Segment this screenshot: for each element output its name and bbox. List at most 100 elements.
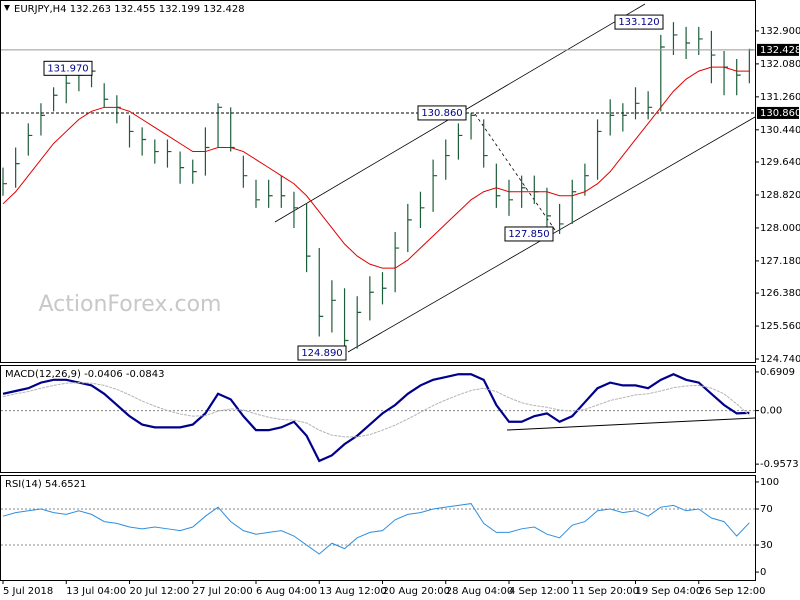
ohlc-bar	[53, 87, 58, 112]
ohlc-bar	[445, 139, 450, 180]
y-tick-label: 131.260	[760, 92, 800, 103]
ohlc-bar	[154, 139, 159, 164]
ohlc-bar	[407, 203, 412, 253]
macd-trendline	[506, 417, 756, 431]
ohlc-bar	[470, 112, 476, 140]
ohlc-bar	[559, 203, 564, 234]
x-tick-label: 20 Jul 12:00	[130, 586, 190, 597]
ohlc-bar	[432, 159, 438, 212]
annotation-label: 133.120	[618, 17, 659, 28]
ohlc-bar	[166, 139, 172, 168]
x-tick-label: 13 Jul 04:00	[66, 586, 126, 597]
macd-title: MACD(12,26,9) -0.0406 -0.0843	[5, 369, 165, 380]
ohlc-bar	[571, 179, 577, 224]
x-tick-label: 27 Jul 20:00	[193, 586, 253, 597]
ohlc-bar	[40, 103, 45, 136]
y-tick-label: 30	[760, 540, 773, 551]
ohlc-bar	[483, 119, 488, 168]
ohlc-bar	[192, 159, 197, 184]
macd-panel	[0, 365, 756, 473]
ohlc-bar	[622, 103, 627, 132]
y-tick-label: 132.900	[760, 26, 800, 37]
price-tag	[757, 106, 799, 119]
y-tick-label: 0.6909	[760, 367, 795, 378]
annotation-label: 131.970	[47, 63, 88, 74]
rsi-panel	[0, 475, 756, 581]
ohlc-bar	[457, 123, 463, 160]
ohlc-bar	[596, 119, 602, 180]
ohlc-bar	[394, 231, 400, 293]
chart-title: EURJPY,H4 132.263 132.455 132.199 132.42…	[14, 4, 245, 15]
y-tick-label: 0.00	[760, 406, 782, 417]
annotation-box	[614, 14, 664, 30]
ohlc-bar	[647, 91, 653, 120]
series-line	[2, 66, 750, 269]
ohlc-bar	[255, 179, 260, 208]
y-tick-label: 125.560	[760, 321, 800, 332]
x-tick-label: 5 Jul 2018	[3, 586, 53, 597]
x-tick-label: 11 Sep 20:00	[572, 586, 639, 597]
y-tick-label: 70	[760, 504, 773, 515]
ohlc-bar	[634, 87, 640, 120]
ohlc-bar	[546, 187, 551, 228]
y-tick-label: 126.380	[760, 288, 800, 299]
annotation-label: 124.890	[301, 348, 342, 359]
annotation-box	[417, 105, 467, 121]
ohlc-bar	[685, 26, 691, 60]
ohlc-bar	[103, 83, 109, 108]
ohlc-bar	[65, 75, 71, 104]
ohlc-bar	[736, 59, 741, 96]
price-panel	[0, 0, 756, 363]
ohlc-bar	[381, 272, 387, 305]
ohlc-bar	[306, 203, 311, 273]
ohlc-bar	[710, 30, 716, 84]
ohlc-bar	[369, 276, 374, 321]
annotation-box	[297, 345, 347, 361]
x-tick-label: 26 Sep 12:00	[699, 586, 766, 597]
x-tick-label: 4 Sep 12:00	[509, 586, 569, 597]
ohlc-bar	[584, 163, 589, 196]
series-line	[2, 503, 750, 555]
ohlc-bar	[179, 151, 185, 184]
ohlc-bar	[293, 191, 298, 228]
ohlc-bar	[343, 288, 349, 353]
price-tag-label: 130.860	[760, 108, 800, 119]
annotation-label: 130.860	[421, 108, 462, 119]
series-line	[2, 382, 750, 438]
y-tick-label: 128.000	[760, 223, 800, 234]
ohlc-bar	[242, 155, 248, 188]
ohlc-bar	[280, 175, 286, 208]
ohlc-bar	[141, 127, 147, 156]
title-icon	[4, 5, 10, 11]
y-tick-label: 0	[760, 567, 766, 578]
x-tick-label: 20 Aug 20:00	[383, 586, 450, 597]
ohlc-bar	[15, 147, 20, 188]
ohlc-bar	[609, 99, 615, 136]
ohlc-bar	[2, 167, 7, 196]
ohlc-bar	[128, 115, 134, 148]
price-tag-label: 132.428	[760, 45, 800, 56]
price-tag	[757, 43, 799, 56]
x-tick-label: 6 Aug 04:00	[256, 586, 317, 597]
rsi-title: RSI(14) 54.6521	[5, 479, 86, 490]
x-tick-label: 19 Sep 04:00	[636, 586, 703, 597]
ohlc-bar	[660, 34, 665, 112]
ohlc-bar	[331, 280, 336, 333]
ohlc-bar	[356, 296, 362, 349]
ohlc-bar	[508, 179, 513, 216]
ohlc-bar	[419, 191, 425, 228]
series-line	[2, 373, 750, 463]
annotation-box	[43, 60, 93, 76]
y-tick-label: 124.740	[760, 354, 800, 365]
y-tick-label: 130.440	[760, 125, 800, 136]
y-tick-label: 129.640	[760, 157, 800, 168]
x-tick-label: 13 Aug 12:00	[319, 586, 386, 597]
y-tick-label: 128.820	[760, 190, 800, 201]
annotation-label: 127.850	[508, 229, 549, 240]
ohlc-bar	[495, 163, 501, 208]
ohlc-bar	[217, 103, 223, 148]
annotation-box	[504, 226, 554, 242]
x-tick-label: 28 Aug 04:00	[446, 586, 513, 597]
y-tick-label: -0.9573	[760, 459, 799, 470]
